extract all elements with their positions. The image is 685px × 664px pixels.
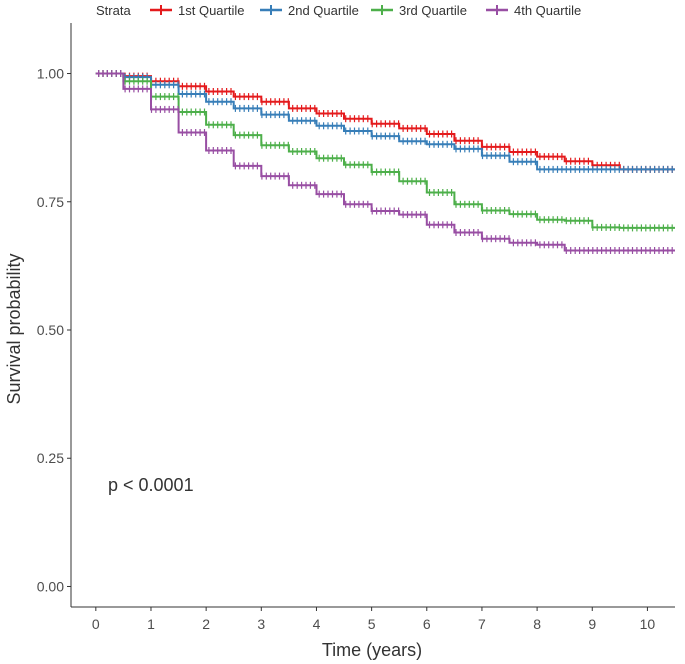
- x-tick-label: 2: [202, 616, 210, 632]
- x-axis-ticks: 0 1 2 3 4 5 6 7 8 9 10: [92, 607, 655, 632]
- survival-curve: [95, 72, 675, 252]
- x-tick-label: 8: [533, 616, 541, 632]
- y-tick-label: 0.50: [37, 322, 64, 338]
- x-tick-label: 9: [588, 616, 596, 632]
- x-tick-label: 3: [257, 616, 265, 632]
- legend-label: 1st Quartile: [178, 3, 244, 18]
- series-layer: [95, 70, 675, 254]
- y-tick-label: 0.00: [37, 578, 64, 594]
- legend-item[interactable]: 2nd Quartile: [260, 3, 359, 18]
- legend-item[interactable]: 3rd Quartile: [371, 3, 467, 18]
- legend: Strata 1st Quartile 2nd Quartile 3rd Quart…: [96, 3, 581, 18]
- censor-marks: [97, 70, 673, 173]
- legend-item[interactable]: 4th Quartile: [486, 3, 581, 18]
- x-tick-label: 6: [423, 616, 431, 632]
- series-1: [95, 70, 675, 173]
- series-2: [95, 70, 675, 173]
- legend-label: 2nd Quartile: [288, 3, 359, 18]
- p-value-annotation: p < 0.0001: [108, 475, 194, 495]
- legend-label: 3rd Quartile: [399, 3, 467, 18]
- legend-title: Strata: [96, 3, 131, 18]
- x-tick-label: 10: [640, 616, 656, 632]
- y-axis-ticks: 0.00 0.25 0.50 0.75 1.00: [37, 66, 71, 594]
- x-tick-label: 7: [478, 616, 486, 632]
- survival-curve: [95, 72, 675, 171]
- y-tick-label: 0.25: [37, 450, 64, 466]
- legend-label: 4th Quartile: [514, 3, 581, 18]
- y-axis-title: Survival probability: [4, 253, 24, 404]
- x-tick-label: 5: [368, 616, 376, 632]
- y-tick-label: 0.75: [37, 194, 64, 210]
- censor-marks: [97, 70, 673, 232]
- series-4: [95, 70, 675, 254]
- censor-marks: [97, 70, 673, 254]
- legend-item[interactable]: 1st Quartile: [150, 3, 244, 18]
- series-3: [95, 70, 675, 232]
- x-tick-label: 0: [92, 616, 100, 632]
- y-tick-label: 1.00: [37, 66, 64, 82]
- x-tick-label: 4: [313, 616, 321, 632]
- x-axis-title: Time (years): [322, 640, 422, 660]
- x-tick-label: 1: [147, 616, 155, 632]
